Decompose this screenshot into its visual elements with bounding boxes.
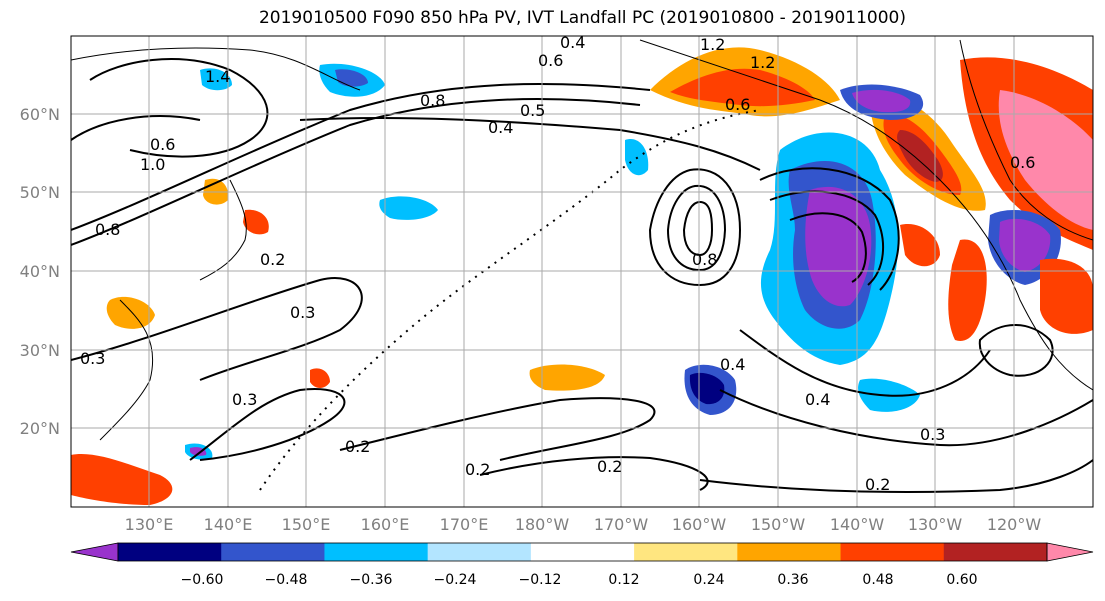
colorbar-extend-low (70, 542, 119, 562)
longitude-label: 170°E (440, 515, 489, 534)
colorbar-ticks: −0.60 −0.48 −0.36 −0.24 −0.12 0.12 0.24 … (181, 572, 978, 588)
colorbar-tick-label: −0.12 (519, 572, 562, 588)
positive-anomaly-region (900, 224, 940, 267)
contour-label: 0.6 (725, 95, 750, 114)
negative-anomaly-region (379, 196, 438, 220)
longitude-labels: 130°E 140°E 150°E 160°E 170°E 180°W 170°… (125, 515, 1042, 534)
longitude-label: 130°E (125, 515, 174, 534)
contour-label: 1.4 (205, 67, 230, 86)
positive-anomaly-region (71, 454, 173, 505)
negative-anomaly-region (689, 372, 725, 405)
negative-anomaly-region (999, 218, 1051, 272)
contour-label: 0.2 (260, 250, 285, 269)
longitude-label: 150°W (751, 515, 806, 534)
colorbar-segment (737, 543, 842, 561)
contour-label: 0.8 (420, 91, 445, 110)
latitude-labels: 60°N 50°N 40°N 30°N 20°N (20, 105, 60, 438)
colorbar (70, 542, 1094, 562)
positive-anomaly-region (243, 209, 269, 235)
contour-label: 0.8 (692, 250, 717, 269)
positive-anomaly-region (529, 364, 605, 391)
colorbar-tick-label: −0.24 (434, 572, 477, 588)
colorbar-extend-high (1046, 542, 1094, 562)
positive-anomaly-region (670, 68, 815, 107)
longitude-label: 160°E (361, 515, 410, 534)
contour-label: 1.0 (140, 155, 165, 174)
positive-anomaly-region (998, 90, 1093, 230)
positive-anomaly-region (897, 130, 943, 182)
contour-label: 0.2 (865, 475, 890, 494)
latitude-label: 30°N (20, 341, 60, 360)
contour-label: 0.3 (290, 303, 315, 322)
longitude-label: 150°E (282, 515, 331, 534)
colorbar-segment (530, 543, 635, 561)
longitude-label: 130°W (908, 515, 963, 534)
map-title: 2019010500 F090 850 hPa PV, IVT Landfall… (258, 8, 906, 28)
contour-labels: 0.4 0.6 1.2 1.4 1.2 0.5 0.4 0.8 0.6 0.6 … (80, 33, 1035, 494)
latitude-label: 50°N (20, 183, 60, 202)
longitude-label: 120°W (987, 515, 1042, 534)
contour-label: 0.4 (488, 118, 513, 137)
contour-label: 0.3 (920, 425, 945, 444)
colorbar-tick-label: 0.12 (608, 572, 639, 588)
contour-label: 1.2 (700, 35, 725, 54)
negative-anomaly-region (200, 68, 232, 91)
contour-label: 0.6 (538, 51, 563, 70)
colorbar-segment (118, 543, 222, 561)
latitude-label: 60°N (20, 105, 60, 124)
contour-label: 0.6 (1010, 153, 1035, 172)
contour-label: 0.8 (95, 220, 120, 239)
colorbar-segment (943, 543, 1048, 561)
contour-label: 0.2 (345, 437, 370, 456)
colorbar-tick-label: 0.36 (777, 572, 808, 588)
positive-anomaly-region (106, 296, 155, 329)
colorbar-tick-label: −0.60 (181, 572, 224, 588)
negative-anomaly-region (852, 89, 911, 113)
shading-layer (71, 47, 1093, 505)
pv-contours (71, 58, 1093, 493)
longitude-label: 140°W (830, 515, 885, 534)
contour-label: 0.2 (597, 457, 622, 476)
colorbar-segment (840, 543, 945, 561)
longitude-label: 170°W (594, 515, 649, 534)
contour-label: 0.4 (805, 390, 830, 409)
contour-label: 0.6 (150, 135, 175, 154)
negative-anomaly-region (335, 69, 368, 87)
colorbar-tick-label: 0.48 (862, 572, 893, 588)
longitude-label: 160°W (672, 515, 727, 534)
positive-anomaly-region (948, 239, 987, 341)
latitude-label: 20°N (20, 419, 60, 438)
contour-label: 0.3 (232, 390, 257, 409)
gridlines (71, 36, 1093, 507)
colorbar-segment (427, 543, 532, 561)
colorbar-tick-label: 0.60 (946, 572, 977, 588)
contour-label: 0.5 (520, 101, 545, 120)
colorbar-tick-label: −0.36 (350, 572, 393, 588)
positive-anomaly-region (1040, 258, 1093, 334)
contour-label: 1.2 (750, 53, 775, 72)
longitude-label: 140°E (204, 515, 253, 534)
colorbar-segment (221, 543, 325, 561)
contour-label: 0.3 (80, 349, 105, 368)
colorbar-tick-label: −0.48 (265, 572, 308, 588)
contour-label: 0.4 (720, 355, 745, 374)
colorbar-tick-label: 0.24 (693, 572, 724, 588)
latitude-label: 40°N (20, 262, 60, 281)
colorbar-frame (117, 542, 1048, 562)
colorbar-segment (634, 543, 738, 561)
negative-anomaly-region (805, 186, 872, 307)
negative-anomaly-region (190, 447, 207, 456)
longitude-label: 180°W (515, 515, 570, 534)
map-panel: 0.4 0.6 1.2 1.4 1.2 0.5 0.4 0.8 0.6 0.6 … (71, 33, 1093, 507)
colorbar-segment (324, 543, 429, 561)
contour-label: 0.4 (560, 33, 585, 52)
positive-anomaly-region (310, 368, 330, 388)
contour-label: 0.2 (465, 460, 490, 479)
map-frame (70, 35, 1094, 508)
